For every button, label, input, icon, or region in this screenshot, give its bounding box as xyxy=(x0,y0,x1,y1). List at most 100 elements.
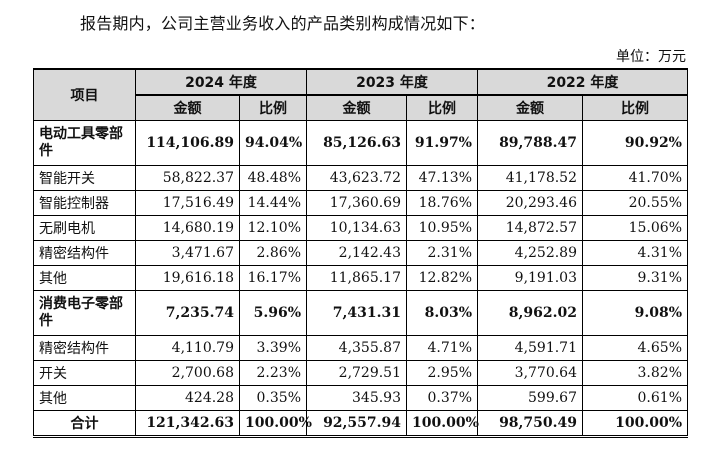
ratio-cell: 0.35% xyxy=(239,385,307,411)
row-label: 其他 xyxy=(33,265,136,291)
category-row: 消费电子零部件 7,235.74 5.96% 7,431.31 8.03% 8,962.0… xyxy=(33,290,688,336)
amount-cell: 424.28 xyxy=(135,385,240,411)
amount-cell: 121,342.63 xyxy=(135,410,240,438)
ratio-cell: 47.13% xyxy=(406,165,478,191)
row-label: 精密结构件 xyxy=(33,240,136,266)
table-row: 精密结构件 4,110.79 3.39% 4,355.87 4.71% 4,591.71 4… xyxy=(33,335,688,361)
table-body: 电动工具零部件 114,106.89 94.04% 85,126.63 91.97% 89… xyxy=(33,120,688,438)
year-header: 2024 年度 xyxy=(135,68,307,96)
intro-text: 报告期内，公司主营业务收入的产品类别构成情况如下： xyxy=(80,14,486,33)
ratio-cell: 16.17% xyxy=(239,265,307,291)
amount-header: 金额 xyxy=(477,94,583,121)
amount-cell: 7,235.74 xyxy=(135,290,240,336)
ratio-cell: 2.23% xyxy=(239,360,307,386)
row-label: 其他 xyxy=(33,385,136,411)
revenue-table: 项目 2024 年度 2023 年度 2022 年度 金额 比例 金额 比例 金… xyxy=(33,68,688,438)
row-label: 智能控制器 xyxy=(33,190,136,216)
ratio-cell: 100.00% xyxy=(406,410,479,438)
amount-cell: 17,360.69 xyxy=(306,190,407,216)
table-row: 精密结构件 3,471.67 2.86% 2,142.43 2.31% 4,252.89 4… xyxy=(33,240,688,266)
header-row-columns: 金额 比例 金额 比例 金额 比例 xyxy=(33,94,688,121)
amount-cell: 85,126.63 xyxy=(306,120,407,166)
amount-cell: 4,252.89 xyxy=(477,240,583,266)
ratio-cell: 4.65% xyxy=(582,335,688,361)
amount-cell: 11,865.17 xyxy=(306,265,407,291)
amount-cell: 4,110.79 xyxy=(135,335,240,361)
ratio-cell: 100.00% xyxy=(239,410,312,438)
amount-cell: 3,770.64 xyxy=(477,360,583,386)
table-row: 智能控制器 17,516.49 14.44% 17,360.69 18.76% 20,29… xyxy=(33,190,688,216)
amount-cell: 20,293.46 xyxy=(477,190,583,216)
amount-cell: 10,134.63 xyxy=(306,215,407,241)
ratio-cell: 4.31% xyxy=(582,240,688,266)
ratio-cell: 12.10% xyxy=(239,215,307,241)
table-row: 无刷电机 14,680.19 12.10% 10,134.63 10.95% 14,872… xyxy=(33,215,688,241)
amount-cell: 114,106.89 xyxy=(135,120,240,166)
ratio-cell: 91.97% xyxy=(406,120,478,166)
ratio-cell: 8.03% xyxy=(406,290,478,336)
amount-cell: 58,822.37 xyxy=(135,165,240,191)
header-row-years: 项目 2024 年度 2023 年度 2022 年度 xyxy=(33,68,688,121)
amount-cell: 4,355.87 xyxy=(306,335,407,361)
amount-cell: 599.67 xyxy=(477,385,583,411)
ratio-cell: 5.96% xyxy=(239,290,307,336)
amount-cell: 8,962.02 xyxy=(477,290,583,336)
amount-cell: 2,700.68 xyxy=(135,360,240,386)
ratio-cell: 20.55% xyxy=(582,190,688,216)
amount-cell: 19,616.18 xyxy=(135,265,240,291)
ratio-header: 比例 xyxy=(239,94,307,121)
amount-cell: 2,729.51 xyxy=(306,360,407,386)
amount-cell: 3,471.67 xyxy=(135,240,240,266)
ratio-cell: 12.82% xyxy=(406,265,478,291)
ratio-cell: 0.37% xyxy=(406,385,478,411)
ratio-cell: 90.92% xyxy=(582,120,688,166)
category-row: 电动工具零部件 114,106.89 94.04% 85,126.63 91.97% 89… xyxy=(33,120,688,166)
total-row: 合计 121,342.63 100.00% 92,557.94 100.00% 98,75… xyxy=(33,410,688,438)
amount-cell: 345.93 xyxy=(306,385,407,411)
row-label: 合计 xyxy=(33,410,136,438)
ratio-cell: 0.61% xyxy=(582,385,688,411)
amount-cell: 41,178.52 xyxy=(477,165,583,191)
row-label: 无刷电机 xyxy=(33,215,136,241)
ratio-cell: 2.95% xyxy=(406,360,478,386)
amount-header: 金额 xyxy=(135,94,240,121)
table-row: 其他 19,616.18 16.17% 11,865.17 12.82% 9,191.03… xyxy=(33,265,688,291)
ratio-header: 比例 xyxy=(582,94,688,121)
ratio-cell: 14.44% xyxy=(239,190,307,216)
table-row: 智能开关 58,822.37 48.48% 43,623.72 47.13% 41,178… xyxy=(33,165,688,191)
ratio-cell: 94.04% xyxy=(239,120,307,166)
amount-header: 金额 xyxy=(306,94,407,121)
amount-cell: 43,623.72 xyxy=(306,165,407,191)
ratio-cell: 2.86% xyxy=(239,240,307,266)
ratio-cell: 4.71% xyxy=(406,335,478,361)
ratio-cell: 3.82% xyxy=(582,360,688,386)
ratio-cell: 18.76% xyxy=(406,190,478,216)
ratio-cell: 41.70% xyxy=(582,165,688,191)
ratio-cell: 100.00% xyxy=(582,410,688,438)
item-header: 项目 xyxy=(33,68,136,121)
ratio-cell: 15.06% xyxy=(582,215,688,241)
amount-cell: 17,516.49 xyxy=(135,190,240,216)
amount-cell: 14,872.57 xyxy=(477,215,583,241)
amount-cell: 7,431.31 xyxy=(306,290,407,336)
ratio-cell: 2.31% xyxy=(406,240,478,266)
ratio-cell: 9.08% xyxy=(582,290,688,336)
table-row: 开关 2,700.68 2.23% 2,729.51 2.95% 3,770.64 3.82… xyxy=(33,360,688,386)
ratio-cell: 9.31% xyxy=(582,265,688,291)
ratio-cell: 48.48% xyxy=(239,165,307,191)
year-header: 2022 年度 xyxy=(477,68,688,96)
table-row: 其他 424.28 0.35% 345.93 0.37% 599.67 0.61% xyxy=(33,385,688,411)
year-header: 2023 年度 xyxy=(306,68,478,96)
row-label: 消费电子零部件 xyxy=(33,290,136,336)
row-label: 电动工具零部件 xyxy=(33,120,136,166)
amount-cell: 92,557.94 xyxy=(306,410,407,438)
amount-cell: 9,191.03 xyxy=(477,265,583,291)
row-label: 精密结构件 xyxy=(33,335,136,361)
unit-label: 单位：万元 xyxy=(616,49,686,65)
amount-cell: 14,680.19 xyxy=(135,215,240,241)
amount-cell: 4,591.71 xyxy=(477,335,583,361)
ratio-header: 比例 xyxy=(406,94,478,121)
amount-cell: 2,142.43 xyxy=(306,240,407,266)
ratio-cell: 3.39% xyxy=(239,335,307,361)
ratio-cell: 10.95% xyxy=(406,215,478,241)
